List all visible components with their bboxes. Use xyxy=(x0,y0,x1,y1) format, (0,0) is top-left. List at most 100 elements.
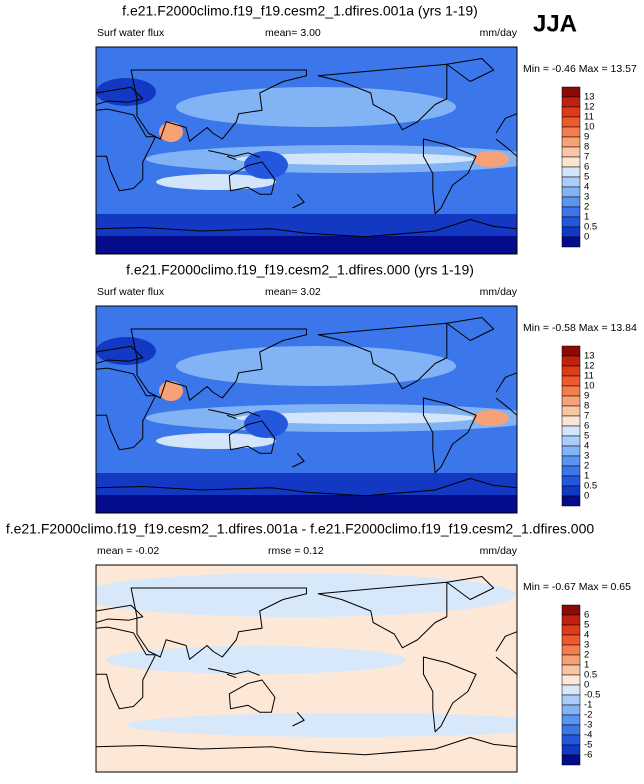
colorbar-label: 0.5 xyxy=(584,222,597,233)
panel-units: mm/day xyxy=(480,286,518,298)
colorbar-swatch xyxy=(561,375,581,387)
colorbar-swatch xyxy=(561,345,581,357)
map-frame xyxy=(95,564,518,773)
field-polar xyxy=(96,495,517,513)
field-band xyxy=(106,646,406,674)
colorbar-label: -4 xyxy=(584,730,592,741)
colorbar-swatch xyxy=(561,435,581,447)
min-max: Min = -0.58 Max = 13.84 xyxy=(523,322,637,334)
colorbar-swatch xyxy=(561,365,581,377)
colorbar-label: 3 xyxy=(584,192,589,203)
colorbar-swatch xyxy=(561,146,581,158)
colorbar-swatch xyxy=(561,106,581,118)
colorbar-label: 6 xyxy=(584,162,589,173)
colorbar-label: 4 xyxy=(584,182,589,193)
field-band xyxy=(156,174,276,190)
colorbar-swatch xyxy=(561,355,581,367)
field-band xyxy=(176,346,456,386)
map xyxy=(95,46,518,255)
colorbar-swatch xyxy=(561,176,581,188)
panel-variable: Surf water flux xyxy=(97,286,165,298)
field-hot xyxy=(159,122,183,142)
colorbar-label: 6 xyxy=(584,421,589,432)
colorbar-swatch xyxy=(561,116,581,128)
field-hot xyxy=(473,410,509,426)
map-frame xyxy=(95,46,518,255)
colorbar-swatch xyxy=(561,395,581,407)
panel-title: f.e21.F2000climo.f19_f19.cesm2_1.dfires.… xyxy=(122,3,478,19)
colorbar-label: -6 xyxy=(584,750,592,761)
colorbar-swatch xyxy=(561,86,581,98)
colorbar-swatch xyxy=(561,734,581,746)
panel-title: f.e21.F2000climo.f19_f19.cesm2_1.dfires.… xyxy=(6,521,595,537)
season-label: JJA xyxy=(533,10,577,37)
colorbar-swatch xyxy=(561,96,581,108)
colorbar-label: 0 xyxy=(584,232,589,243)
colorbar-swatch xyxy=(561,684,581,696)
colorbar-label: -3 xyxy=(584,720,592,731)
colorbar-label: 5 xyxy=(584,620,589,631)
colorbar-label: 2 xyxy=(584,650,589,661)
colorbar-label: 3 xyxy=(584,640,589,651)
colorbar-label: 10 xyxy=(584,381,595,392)
colorbar-swatch xyxy=(561,445,581,457)
colorbar-label: 8 xyxy=(584,142,589,153)
colorbar-swatch xyxy=(561,724,581,736)
colorbar-label: 2 xyxy=(584,461,589,472)
map-field xyxy=(96,47,517,254)
colorbar-label: 0.5 xyxy=(584,481,597,492)
colorbar-swatch xyxy=(561,614,581,626)
field-polar xyxy=(96,236,517,254)
field-hot xyxy=(473,151,509,167)
colorbar-label: 0.5 xyxy=(584,670,597,681)
panel-units: mm/day xyxy=(480,545,518,557)
colorbar-label: 13 xyxy=(584,351,595,362)
panel-variable: mean = -0.02 xyxy=(97,545,159,557)
colorbar-swatch xyxy=(561,126,581,138)
colorbar-swatch xyxy=(561,415,581,427)
colorbar-swatch xyxy=(561,644,581,656)
colorbar-swatch xyxy=(561,624,581,636)
map-field xyxy=(96,565,517,772)
colorbar-swatch xyxy=(561,166,581,178)
colorbar-swatch xyxy=(561,425,581,437)
field-band xyxy=(236,153,476,165)
panel-title: f.e21.F2000climo.f19_f19.cesm2_1.dfires.… xyxy=(126,262,474,278)
colorbar-swatch xyxy=(561,216,581,228)
colorbar-swatch xyxy=(561,634,581,646)
colorbar-swatch xyxy=(561,385,581,397)
colorbar-swatch xyxy=(561,226,581,238)
colorbar-label: 12 xyxy=(584,102,595,113)
colorbar-label: 4 xyxy=(584,630,589,641)
panel-stat: mean= 3.00 xyxy=(265,27,321,39)
colorbar-label: 10 xyxy=(584,122,595,133)
colorbar-label: 0 xyxy=(584,680,589,691)
colorbar-swatch xyxy=(561,704,581,716)
colorbar-label: 7 xyxy=(584,411,589,422)
colorbar-label: 9 xyxy=(584,132,589,143)
colorbar-label: 6 xyxy=(584,610,589,621)
colorbar-swatch xyxy=(561,465,581,477)
colorbar-label: 12 xyxy=(584,361,595,372)
colorbar-label: 1 xyxy=(584,212,589,223)
colorbar-label: 1 xyxy=(584,660,589,671)
map-frame xyxy=(95,305,518,514)
colorbar-swatch xyxy=(561,405,581,417)
colorbar-label: 11 xyxy=(584,112,594,123)
field-dry xyxy=(244,151,288,179)
min-max: Min = -0.46 Max = 13.57 xyxy=(523,63,637,75)
colorbar-swatch xyxy=(561,196,581,208)
colorbar-label: -5 xyxy=(584,740,592,751)
colorbar-label: 2 xyxy=(584,202,589,213)
field-band xyxy=(96,573,516,617)
colorbar-swatch xyxy=(561,694,581,706)
colorbar-swatch xyxy=(561,754,581,766)
colorbar-swatch xyxy=(561,744,581,756)
colorbar-label: 7 xyxy=(584,152,589,163)
colorbar-swatch xyxy=(561,664,581,676)
panel-stat: mean= 3.02 xyxy=(265,286,321,298)
colorbar-label: 5 xyxy=(584,172,589,183)
colorbar-label: 9 xyxy=(584,391,589,402)
panel-units: mm/day xyxy=(480,27,518,39)
colorbar-label: -2 xyxy=(584,710,592,721)
